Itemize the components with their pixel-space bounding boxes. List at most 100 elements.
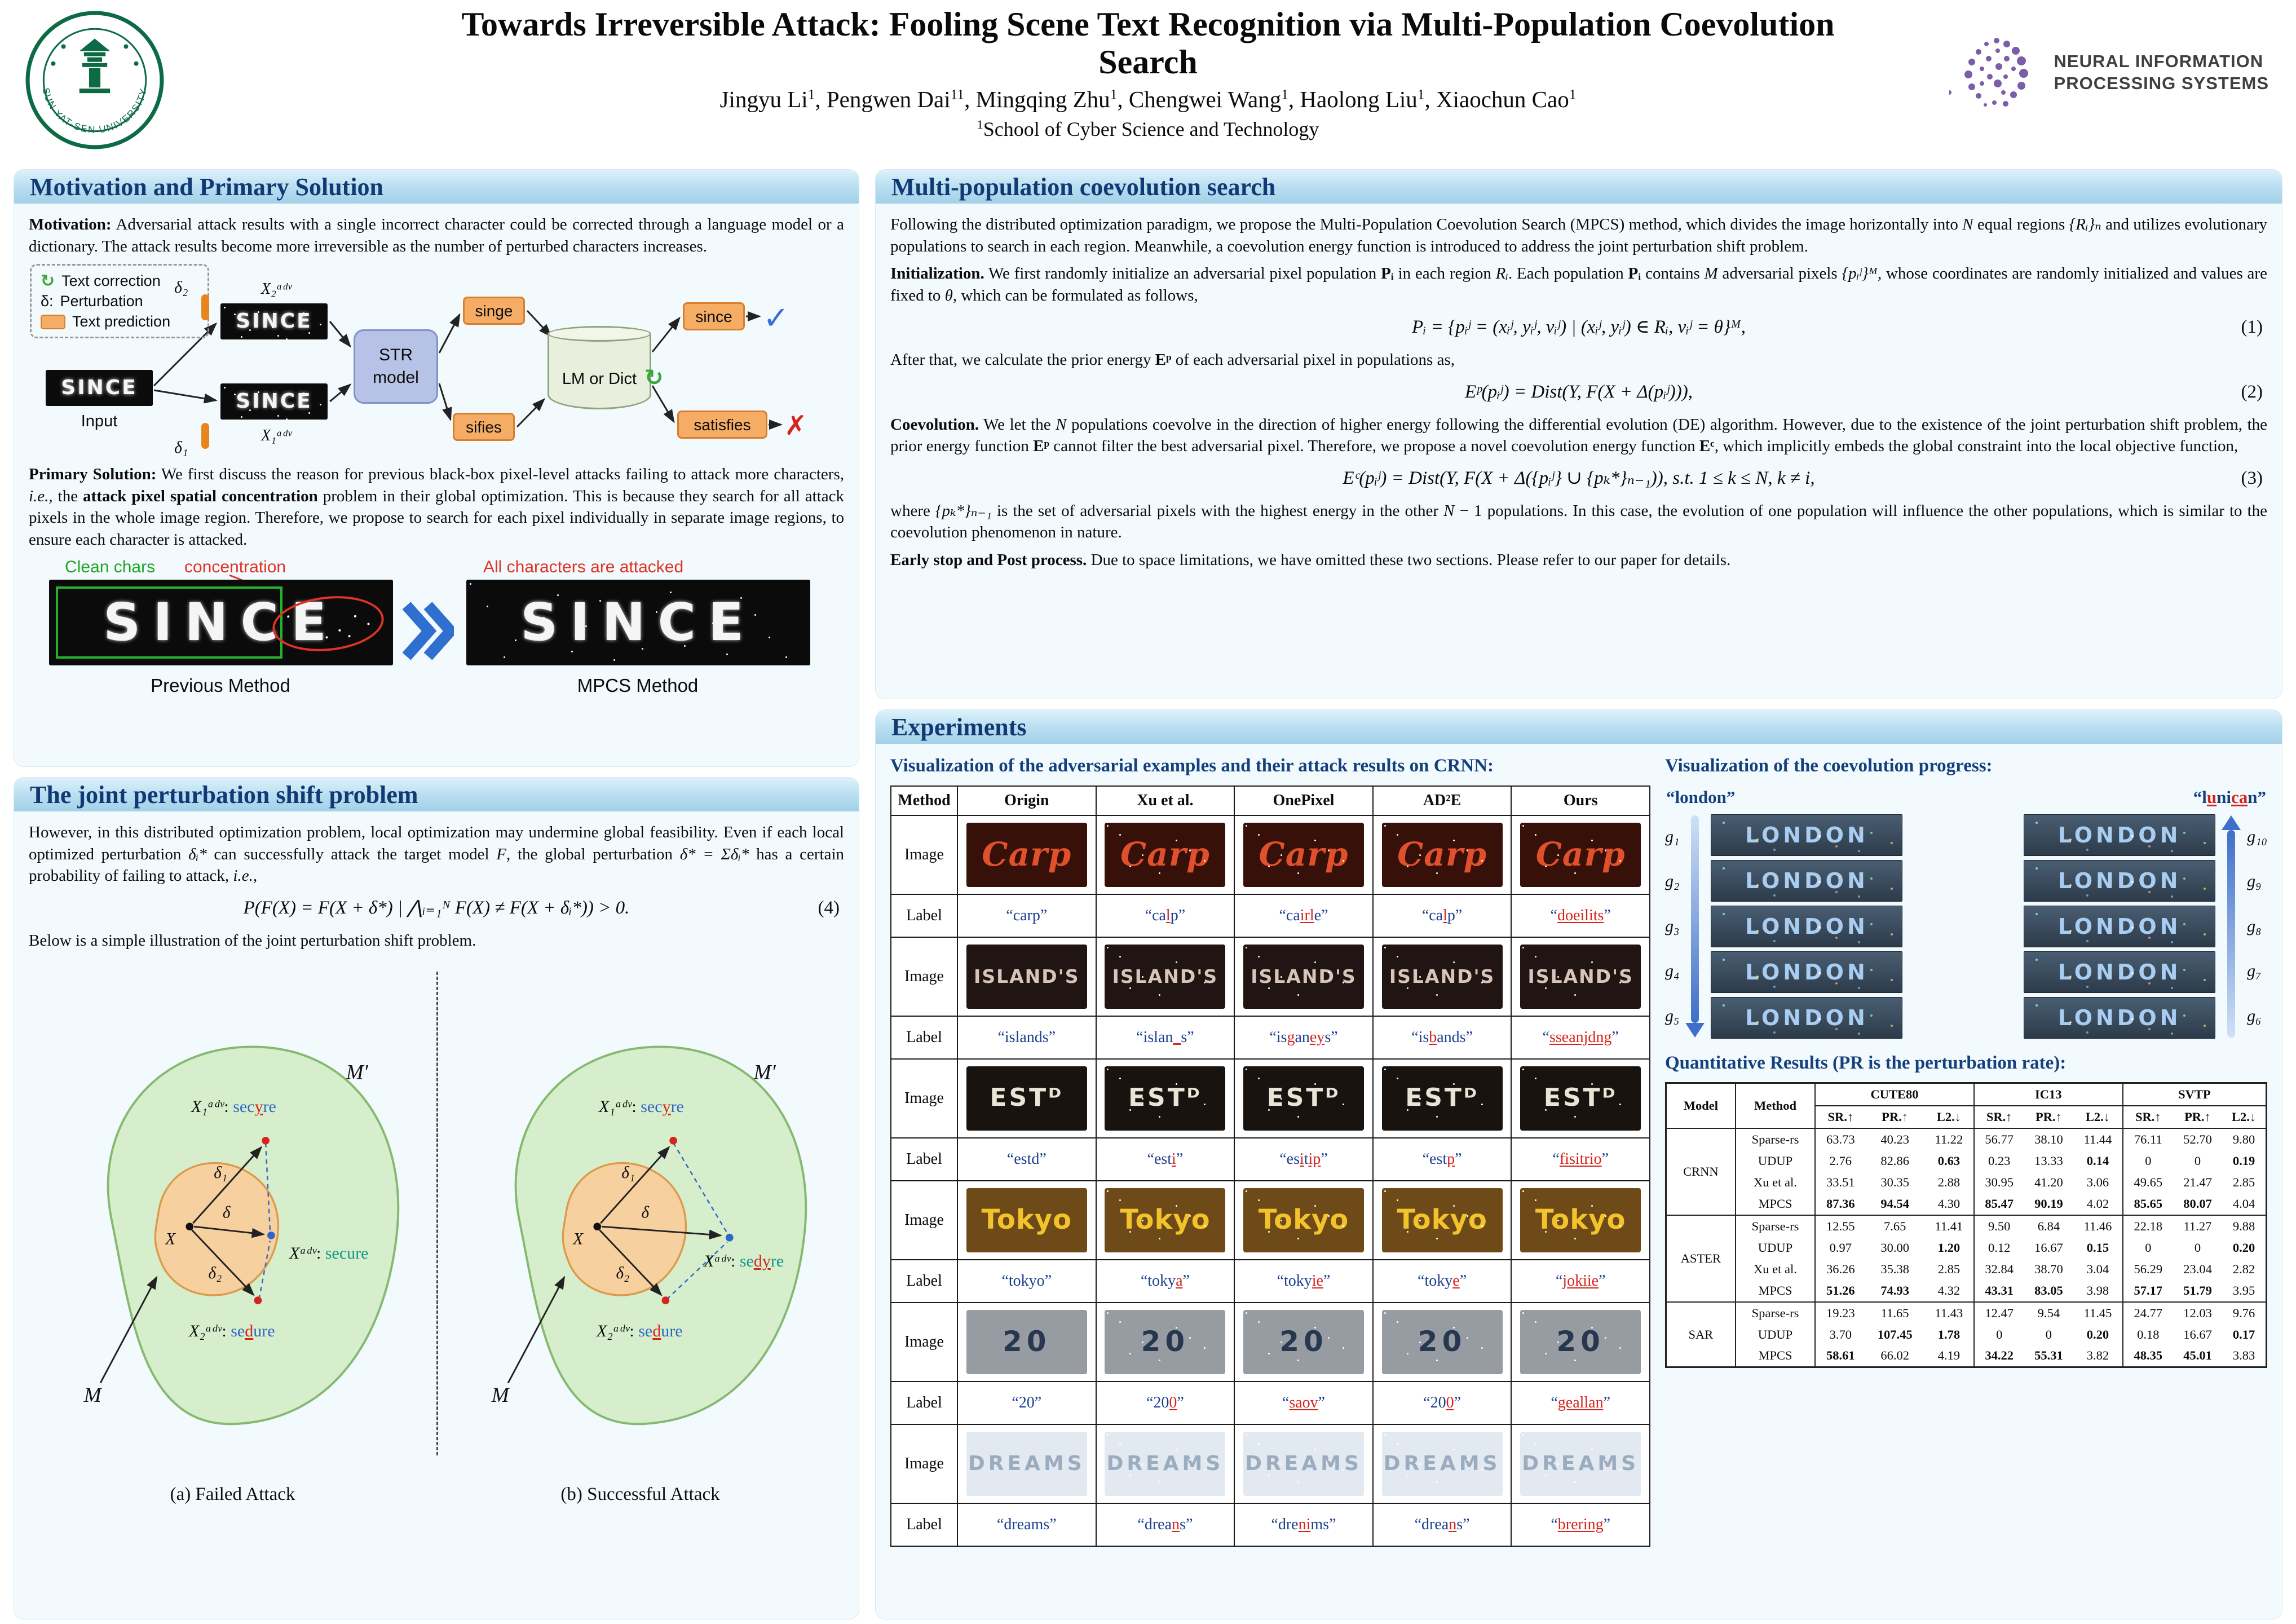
adv-image-cell: Carp xyxy=(1372,814,1512,895)
joint-paragraph: However, in this distributed optimizatio… xyxy=(29,823,844,885)
quant-value-cell: 85.65 xyxy=(2122,1193,2173,1215)
quant-value-cell: 2.85 xyxy=(1937,1261,1961,1276)
adv-image-cell: DREAMS xyxy=(1372,1423,1512,1504)
coevo-left-word: “london” xyxy=(1666,787,1736,807)
m-label: M xyxy=(83,1384,103,1407)
row-label: Label xyxy=(890,1015,958,1060)
poster-header: SUN YAT-SEN UNIVERSITY Towards Irreversi… xyxy=(0,0,2296,165)
adv-header-row: Method Origin Xu et al. OnePixel AD²E Ours xyxy=(890,785,1650,816)
quant-value-cell: 56.77 xyxy=(1973,1128,2024,1151)
quant-value-cell: 76.11 xyxy=(2122,1128,2173,1151)
adv-image-cell: 20 xyxy=(1234,1301,1374,1382)
quant-value-cell: 3.06 xyxy=(2086,1175,2109,1190)
quant-value-cell: 9.80 xyxy=(2222,1128,2267,1151)
adv-image-cell: Carp xyxy=(1234,814,1374,895)
quant-metric-header: PR.↑ xyxy=(1865,1106,1925,1129)
x1adv-label: X₁ᵃᵈᵛ xyxy=(261,427,292,445)
equation-3: Eᶜ(pᵢʲ) = Dist(Y, F(X + Δ({pᵢʲ} ∪ {pₖ*}ₙ… xyxy=(1343,467,2263,488)
quant-row: Xu et al. 33.51 30.35 2.88 30.95 41.20 3.06 49.… xyxy=(1666,1172,2267,1194)
adv-label-cell: “jokiie” xyxy=(1511,1259,1650,1303)
quant-value-cell: 30.00 xyxy=(1880,1240,1909,1255)
motivation-paragraph: Motivation: Adversarial attack results w… xyxy=(29,215,844,255)
comparison-figure: Clean chars concentration All characters… xyxy=(29,556,844,704)
adv-image-cell: 20 xyxy=(1372,1301,1512,1382)
mpcs-prior-energy-paragraph: After that, we calculate the prior energ… xyxy=(890,351,1455,369)
word-image: ESTᴰ xyxy=(1105,1066,1226,1131)
quant-value-cell: 83.05 xyxy=(2034,1283,2063,1298)
word-image: Tokyo xyxy=(1520,1188,1641,1252)
corrected-bottom-box: satisfies xyxy=(677,411,767,439)
x1adv-result: X₁ᵃᵈᵛ: secyre xyxy=(599,1097,684,1116)
scene-image: LONDON xyxy=(2024,859,2216,902)
quant-value-cell: 90.19 xyxy=(2034,1197,2063,1211)
adv-image-cell: Carp xyxy=(1511,814,1650,895)
coevo-word-labels: “london” “lunican” xyxy=(1666,785,2266,809)
quant-value-cell: 0.20 xyxy=(2086,1327,2109,1341)
quant-value-cell: 35.38 xyxy=(1880,1261,1909,1276)
adv-label-cell: “tokyie” xyxy=(1234,1259,1374,1303)
panel-failed-attack: X δ₁ δ δ₂ M′ M X₁ᵃᵈᵛ: secyre Xᵃᵈᵛ: secur… xyxy=(29,957,436,1510)
generation-labels: g₁ g₂ g₃ g₄ g₅ xyxy=(1665,814,1679,1039)
delta-label: δ xyxy=(641,1204,649,1222)
adv-image-cell: Tokyo xyxy=(1372,1180,1512,1260)
adv-image-row: Image Tokyo Tokyo Tokyo Tokyo Tokyo xyxy=(890,1180,1650,1260)
quantitative-results-title: Quantitative Results (PR is the perturba… xyxy=(1665,1052,2067,1073)
quant-dataset-header: CUTE80 xyxy=(1814,1083,1974,1107)
row-label: Label xyxy=(890,1259,958,1303)
check-icon: ✓ xyxy=(763,300,789,337)
quant-method-cell: Sparse-rs xyxy=(1734,1301,1816,1324)
quant-value-cell: 30.95 xyxy=(1973,1172,2024,1194)
adv-label-cell: “dreams” xyxy=(957,1502,1097,1547)
section-mpcs: Multi-population coevolution search Foll… xyxy=(875,169,2282,699)
quant-value-cell: 2.82 xyxy=(2232,1261,2255,1276)
coevo-left-half: g₁ g₂ g₃ g₄ g₅ LONDON LONDON LONDON LONDON LONDON xyxy=(1665,814,1903,1039)
adv-column-header: OnePixel xyxy=(1234,785,1374,816)
adv-label-cell: “fisitrio” xyxy=(1511,1137,1650,1181)
quant-value-cell: 0 xyxy=(2122,1237,2173,1259)
quant-value-cell: 0.97 xyxy=(1814,1237,1866,1259)
quant-value-cell: 74.93 xyxy=(1880,1283,1909,1298)
adv-image-cell: DREAMS xyxy=(957,1423,1097,1504)
word-image: 20 xyxy=(966,1309,1087,1374)
quant-value-cell: 4.30 xyxy=(1937,1197,1961,1211)
xadv-result: Xᵃᵈᵛ: sedyre xyxy=(704,1252,784,1271)
generation-label: g₆ xyxy=(2247,1007,2262,1026)
author: Chengwei Wang1 xyxy=(1128,86,1288,113)
quant-value-cell: 63.73 xyxy=(1814,1128,1866,1151)
row-label: Image xyxy=(890,1058,958,1138)
quant-metric-header: SR.↑ xyxy=(1973,1106,2024,1129)
quant-header-row: Model Method CUTE80 IC13 SVTP xyxy=(1666,1083,2267,1129)
quant-value-cell: 0.23 xyxy=(1973,1150,2024,1172)
prediction-bottom-box: sifies xyxy=(453,413,515,442)
quant-value-cell: 0.18 xyxy=(2122,1323,2173,1345)
adv-image-cell: ISLAND'S xyxy=(1511,936,1650,1017)
generation-label: g₂ xyxy=(1665,872,1680,891)
adv-image-cell: ESTᴰ xyxy=(957,1058,1097,1138)
quant-value-cell: 11.41 xyxy=(1924,1214,1974,1237)
prediction-top-box: singe xyxy=(463,297,525,325)
word-image: Tokyo xyxy=(1243,1188,1364,1252)
quant-value-cell: 4.02 xyxy=(2086,1197,2109,1211)
adv-label-cell: “doeilits” xyxy=(1511,893,1650,938)
x2adv-result: X₂ᵃᵈᵛ: sedure xyxy=(189,1322,275,1341)
coevo-right-half: LONDON LONDON LONDON LONDON LONDON g₁₀ g₉ g₈ g₇ g… xyxy=(2024,814,2267,1039)
quant-value-cell: 38.10 xyxy=(2024,1128,2074,1151)
quant-value-cell: 48.35 xyxy=(2122,1345,2173,1367)
panel-a-caption: (a) Failed Attack xyxy=(170,1484,295,1505)
row-label: Image xyxy=(890,1423,958,1504)
row-label: Label xyxy=(890,893,958,938)
quant-model-cell: SAR xyxy=(1666,1301,1736,1367)
adv-image-cell: ESTᴰ xyxy=(1234,1058,1374,1138)
quant-value-cell: 9.50 xyxy=(1973,1214,2024,1237)
quant-value-cell: 11.27 xyxy=(2173,1214,2223,1237)
quant-value-cell: 3.98 xyxy=(2086,1283,2109,1298)
scene-image: LONDON xyxy=(2024,814,2216,856)
word-image: DREAMS xyxy=(966,1431,1087,1496)
adv-image-row: Image 20 20 20 20 20 xyxy=(890,1301,1650,1382)
adv-image-cell: ESTᴰ xyxy=(1372,1058,1512,1138)
quant-value-cell: 3.82 xyxy=(2086,1348,2109,1363)
generation-label: g₁ xyxy=(1665,827,1680,846)
word-image: Carp xyxy=(1381,822,1503,887)
quant-value-cell: 21.47 xyxy=(2183,1175,2212,1190)
progress-arrow-up-icon xyxy=(2221,814,2241,1039)
